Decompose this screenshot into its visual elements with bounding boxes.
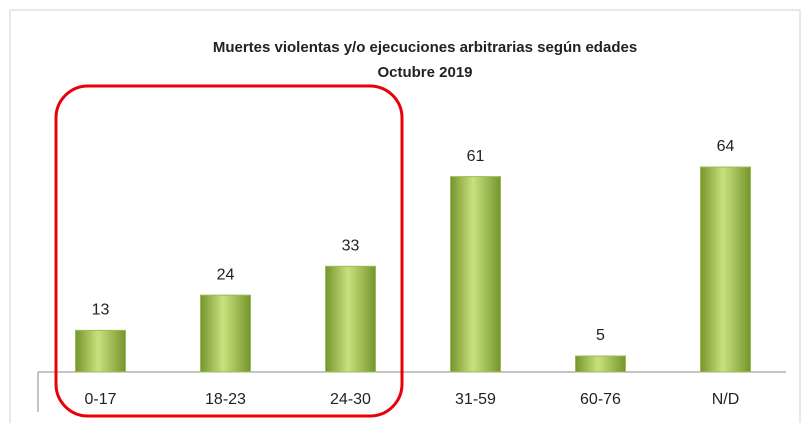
bar [575,355,626,373]
x-tick-label: 0-17 [84,391,116,408]
bar [700,166,751,373]
data-label: 64 [717,138,735,155]
x-tick-label: 60-76 [580,391,621,408]
chart-subtitle: Octubre 2019 [377,64,472,81]
bar [325,265,376,373]
x-tick-label: 24-30 [330,391,371,408]
data-label: 61 [467,148,485,165]
x-tick-label: 31-59 [455,391,496,408]
bar [450,176,501,373]
data-label: 13 [92,302,110,319]
data-label: 24 [217,266,235,283]
data-label: 5 [596,327,605,344]
highlight-box [54,84,404,418]
data-label: 33 [342,238,360,255]
bar [200,294,251,373]
bar [75,329,126,373]
x-tick-label: N/D [712,391,740,408]
frame [9,9,801,423]
x-tick-label: 18-23 [205,391,246,408]
chart-title: Muertes violentas y/o ejecuciones arbitr… [213,39,637,56]
